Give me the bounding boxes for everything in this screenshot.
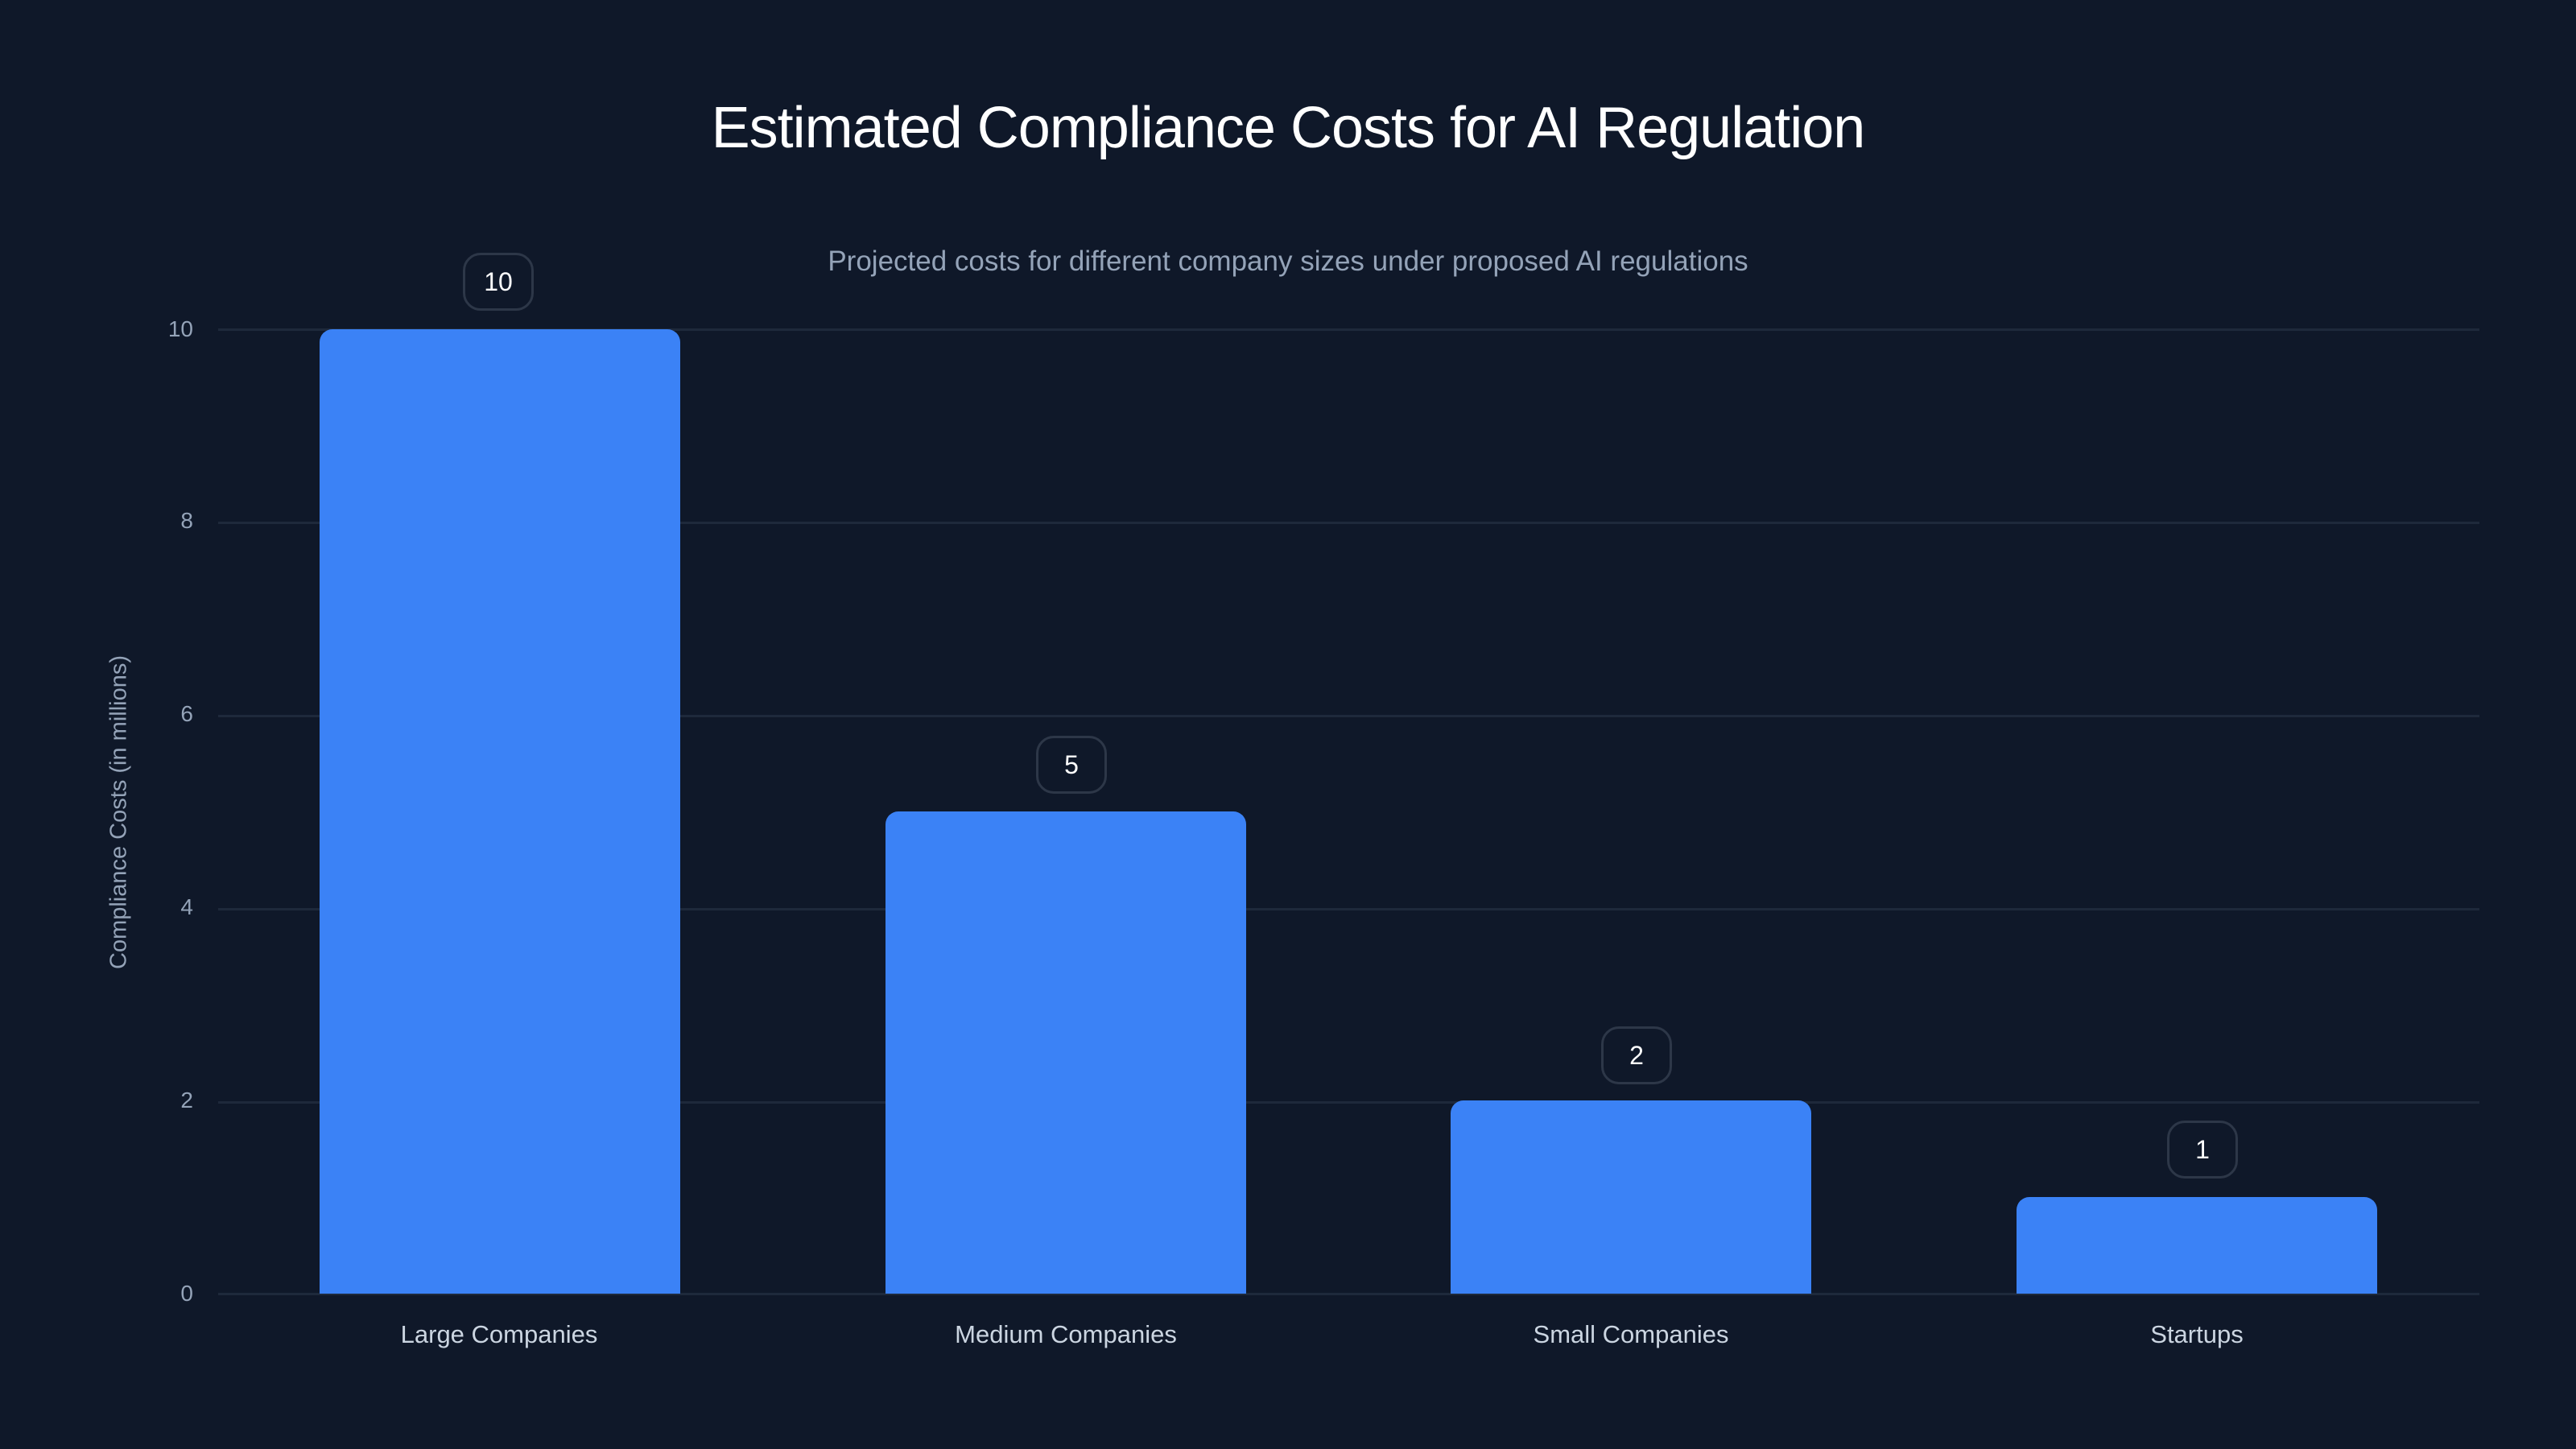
x-label-startups: Startups <box>2150 1320 2244 1348</box>
bar-large-companies[interactable] <box>320 329 680 1294</box>
y-tick-10: 10 <box>167 316 193 341</box>
y-tick-2: 2 <box>180 1088 193 1113</box>
x-label-medium-companies: Medium Companies <box>955 1320 1177 1348</box>
y-tick-6: 6 <box>180 701 193 726</box>
bar-startups[interactable] <box>2017 1197 2377 1294</box>
y-tick-8: 8 <box>180 508 193 533</box>
x-label-small-companies: Small Companies <box>1533 1320 1729 1348</box>
value-label-startups: 1 <box>2167 1121 2238 1179</box>
gridline-8 <box>218 522 2479 524</box>
bar-medium-companies[interactable] <box>886 811 1246 1294</box>
y-tick-0: 0 <box>180 1281 193 1306</box>
chart-title: Estimated Compliance Costs for AI Regula… <box>711 96 1866 160</box>
gridline-10 <box>218 328 2479 331</box>
bar-small-companies[interactable] <box>1451 1100 1811 1294</box>
gridline-2 <box>218 1101 2479 1104</box>
value-label-small-companies: 2 <box>1601 1026 1672 1084</box>
chart-subtitle: Projected costs for different company si… <box>828 246 1748 277</box>
gridline-6 <box>218 715 2479 717</box>
x-label-large-companies: Large Companies <box>400 1320 598 1348</box>
y-tick-4: 4 <box>180 894 193 919</box>
value-label-medium-companies: 5 <box>1036 736 1107 794</box>
plot-area <box>218 328 2479 1295</box>
value-label-large-companies: 10 <box>463 253 534 311</box>
gridline-4 <box>218 908 2479 910</box>
x-axis-baseline <box>218 1293 2479 1295</box>
